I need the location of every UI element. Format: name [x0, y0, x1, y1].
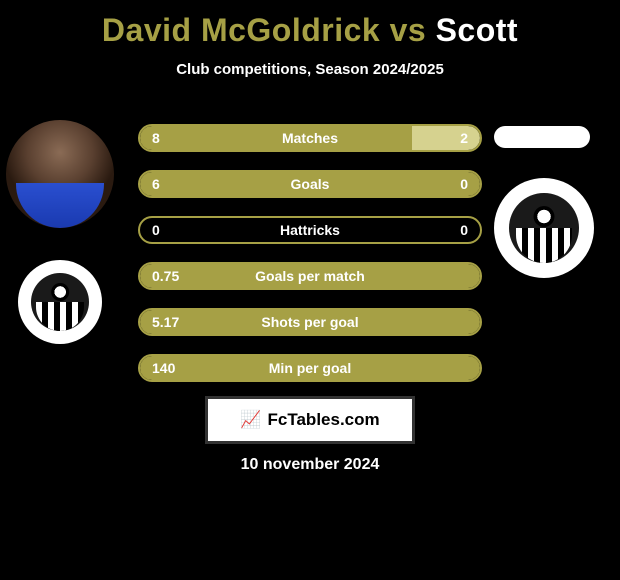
- stat-value-right: 0: [460, 222, 468, 238]
- stat-label: Goals per match: [140, 268, 480, 284]
- player1-avatar: [6, 120, 114, 228]
- player1-name: David McGoldrick: [102, 12, 380, 48]
- vs-label: vs: [390, 12, 427, 48]
- chart-icon: 📈: [240, 410, 261, 430]
- stat-label: Shots per goal: [140, 314, 480, 330]
- subtitle: Club competitions, Season 2024/2025: [0, 61, 620, 78]
- stat-row: 140Min per goal: [138, 354, 482, 382]
- player1-club-badge: [18, 260, 102, 344]
- player2-name: Scott: [436, 12, 519, 48]
- stat-value-right: 0: [460, 176, 468, 192]
- comparison-title: David McGoldrick vs Scott: [0, 0, 620, 49]
- stats-panel: 8Matches26Goals00Hattricks00.75Goals per…: [138, 124, 482, 400]
- stat-row: 0Hattricks0: [138, 216, 482, 244]
- player2-club-badge: [494, 178, 594, 278]
- player2-avatar: [494, 126, 590, 148]
- stat-row: 5.17Shots per goal: [138, 308, 482, 336]
- stat-label: Matches: [140, 130, 480, 146]
- badge-icon: [31, 273, 90, 332]
- site-name: FcTables.com: [268, 410, 380, 430]
- badge-icon: [509, 193, 579, 263]
- date-label: 10 november 2024: [0, 456, 620, 474]
- stat-row: 0.75Goals per match: [138, 262, 482, 290]
- stat-row: 8Matches2: [138, 124, 482, 152]
- stat-label: Min per goal: [140, 360, 480, 376]
- site-badge: 📈 FcTables.com: [205, 396, 415, 444]
- stat-label: Hattricks: [140, 222, 480, 238]
- stat-row: 6Goals0: [138, 170, 482, 198]
- stat-value-right: 2: [460, 130, 468, 146]
- stat-label: Goals: [140, 176, 480, 192]
